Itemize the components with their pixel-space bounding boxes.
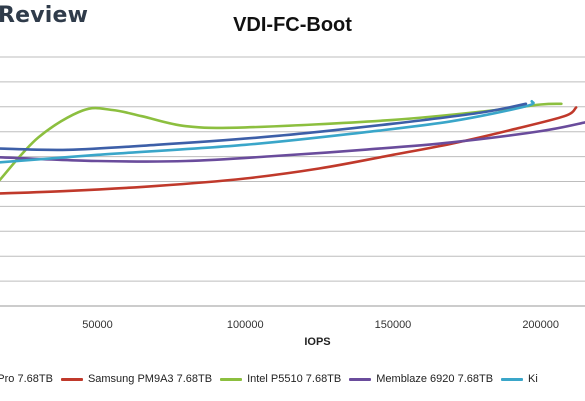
legend-label: Samsung PM9A3 7.68TB <box>87 373 213 385</box>
grid-lines <box>0 56 585 307</box>
x-tick-label: 200000 <box>522 319 559 331</box>
legend-swatch <box>349 377 372 381</box>
legend-item: Ki <box>501 373 538 385</box>
legend-swatch <box>220 377 243 381</box>
x-tick-labels: 50000 100000 150000 200000 <box>82 319 559 331</box>
series-line-6 <box>0 102 528 152</box>
x-axis-label: IOPS <box>304 336 331 348</box>
legend-swatch <box>501 377 524 381</box>
legend-item: Samsung PM9A3 7.68TB <box>60 373 213 385</box>
x-tick-label: 50000 <box>82 319 113 331</box>
legend: 00 Pro 7.68TB Samsung PM9A3 7.68TB Intel P… <box>0 373 546 385</box>
legend-item: Intel P5510 7.68TB <box>220 373 341 385</box>
chart-title: VDI-FC-Boot <box>233 14 352 36</box>
series-line-4 <box>0 121 585 163</box>
legend-swatch <box>60 377 83 381</box>
x-tick-label: 100000 <box>227 319 264 331</box>
legend-label: Ki <box>528 373 538 385</box>
series-layer <box>0 100 585 195</box>
legend-label: Intel P5510 7.68TB <box>247 373 342 385</box>
series-line-5 <box>0 100 535 164</box>
legend-label: 00 Pro 7.68TB <box>0 373 53 385</box>
brand-logo-text: Review <box>0 3 89 28</box>
legend-label: Memblaze 6920 7.68TB <box>376 373 494 385</box>
legend-item: Memblaze 6920 7.68TB <box>349 373 493 385</box>
legend-item: 00 Pro 7.68TB <box>0 373 53 385</box>
x-tick-label: 150000 <box>375 319 412 331</box>
series-line-2 <box>0 106 578 195</box>
